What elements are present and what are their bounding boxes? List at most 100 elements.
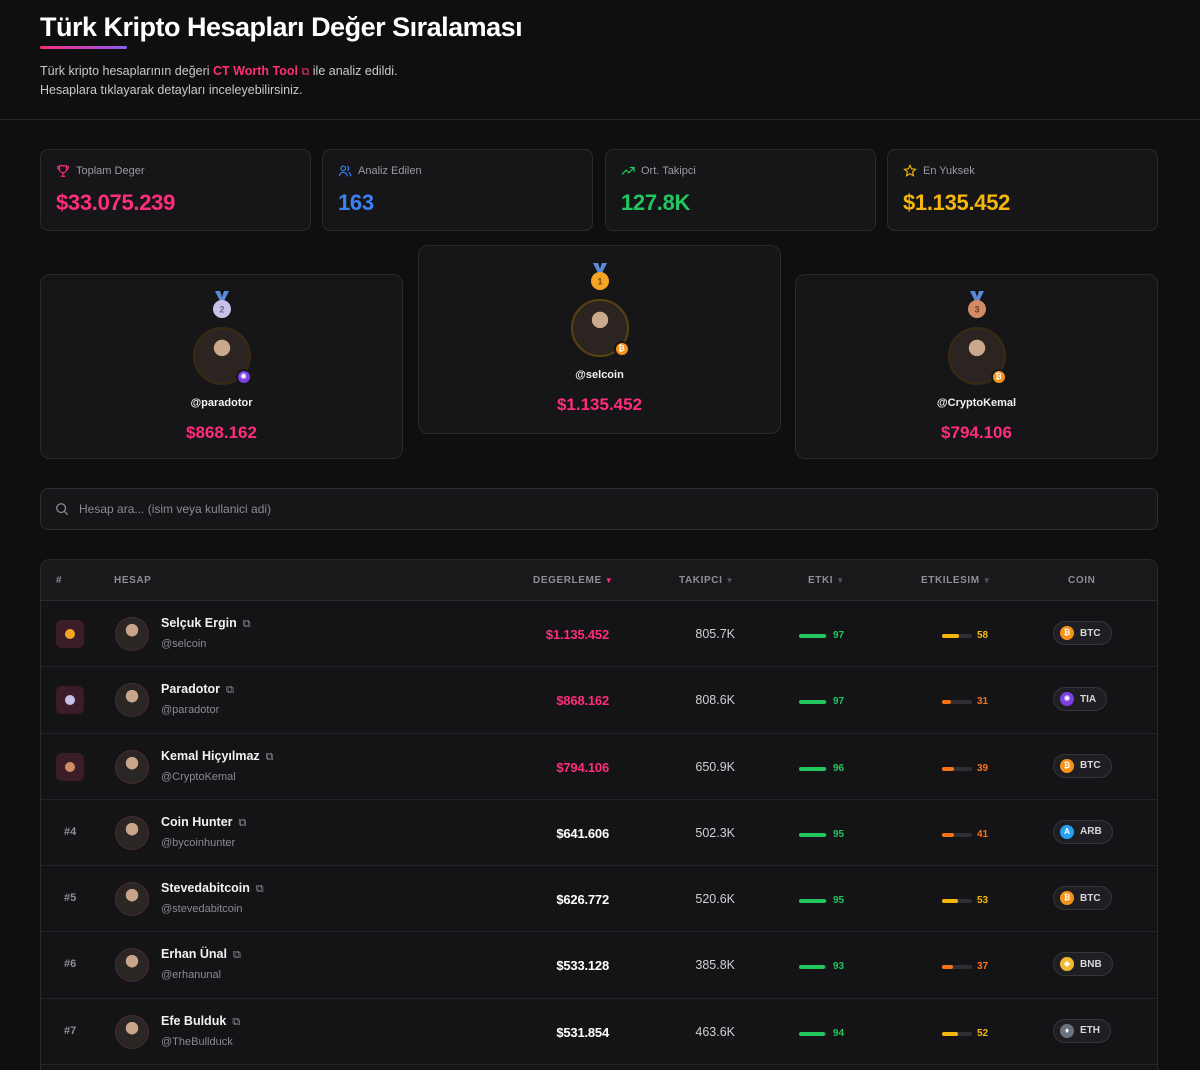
coin-label: TIA [1080,693,1097,705]
table-row[interactable]: 1 Selçuk Ergin ⧉ @selcoin $1.135.452 805.7K 97… [41,601,1157,668]
page-subtitle: Türk kripto hesaplarının değeri CT Worth… [40,62,398,99]
sort-icon: ▼ [982,576,992,585]
follower-count: 385.8K [695,958,735,973]
ct-worth-tool-link[interactable]: CT Worth Tool [213,64,298,78]
account-name[interactable]: Coin Hunter ⧉ [161,815,246,830]
rank-number: #6 [64,958,77,971]
coin-badge[interactable]: A ARB [1053,819,1113,844]
account-name[interactable]: Paradotor ⧉ [161,682,234,697]
external-link-icon[interactable]: ⧉ [242,618,251,630]
engagement-score: 37 [977,961,989,973]
trending-up-icon [621,166,635,175]
external-link-icon[interactable]: ⧉ [232,1015,241,1028]
avatar: ✺ [192,327,252,385]
medal-icon: 1 [65,629,75,639]
column-value[interactable]: DEGERLEME ▼ [533,575,613,586]
stat-label: Toplam Deger [76,165,145,177]
bronze-medal-icon: 3 [967,291,986,318]
engagement-bar-fill [942,766,954,771]
podium-second[interactable]: 2 ✺ @paradotor $868.162 [40,274,403,459]
silver-medal-icon: 2 [212,291,231,318]
table-row[interactable]: 3 Kemal Hiçyılmaz ⧉ @CryptoKemal $794.106 650… [41,734,1157,800]
subtitle-prefix: Türk kripto hesaplarının değeri [40,64,210,78]
btc-coin-icon: ₿ [613,341,630,357]
account-name-text: Selçuk Ergin [161,616,237,630]
account-name[interactable]: Erhan Ünal ⧉ [161,947,241,962]
impact-bar [799,1031,827,1036]
column-followers-label: TAKIPCI [679,575,723,586]
impact-score: 95 [833,895,845,907]
account-name-text: Efe Bulduk [161,1013,227,1028]
subtitle-line2: Hesaplara tıklayarak detayları inceleyeb… [40,83,303,97]
impact-score: 94 [833,1027,845,1039]
search-bar[interactable] [40,488,1158,530]
engagement-bar [942,634,972,638]
engagement-bar-fill [942,700,952,705]
avatar [115,815,149,850]
title-underline [40,46,127,49]
gold-medal-icon: 1 [590,263,609,290]
table-row[interactable]: 2 Paradotor ⧉ @paradotor $868.162 808.6K 97 31 ✺… [41,667,1157,734]
engagement-bar-fill [942,965,954,970]
account-name[interactable]: Stevedabitcoin ⧉ [161,881,264,896]
rank-number: #7 [64,1024,77,1037]
podium-first[interactable]: 1 ₿ @selcoin $1.135.452 [418,245,781,434]
account-name[interactable]: Efe Bulduk ⧉ [161,1014,240,1029]
coin-badge[interactable]: ₿ BTC [1053,886,1112,911]
engagement-bar [942,700,972,705]
coin-badge[interactable]: ◆ BNB [1053,952,1113,977]
external-link-icon[interactable]: ⧉ [238,816,247,829]
avatar: ₿ [947,327,1007,385]
medal-icon: 2 [65,695,75,706]
account-value: $868.162 [556,693,609,709]
engagement-bar-fill [942,832,955,837]
account-name-text: Erhan Ünal [161,947,227,962]
external-link-icon[interactable]: ⧉ [255,883,264,896]
stat-label: Ort. Takipci [641,165,696,177]
coin-badge[interactable]: ✺ TIA [1053,687,1108,712]
eth-coin-icon: ♦ [1060,1023,1074,1038]
coin-badge[interactable]: ₿ BTC [1053,621,1112,645]
impact-bar [799,899,827,904]
account-value: $531.854 [556,1024,609,1040]
engagement-score: 58 [977,630,989,641]
impact-bar-fill [799,634,827,638]
account-name[interactable]: Kemal Hiçyılmaz ⧉ [161,749,274,764]
stat-card-total-value: Toplam Deger $33.075.239 [40,149,311,231]
avatar: ₿ [570,299,630,357]
external-link-icon[interactable]: ⧉ [226,684,234,697]
table-row[interactable]: #6 Erhan Ünal ⧉ @erhanunal $533.128 385.8K 93 3… [41,932,1157,999]
account-handle: @TheBullduck [161,1035,233,1048]
impact-score: 97 [833,630,845,641]
impact-score: 93 [833,961,845,973]
follower-count: 650.9K [695,759,735,774]
coin-label: ETH [1080,1025,1100,1037]
impact-bar [799,832,827,837]
page-title: Türk Kripto Hesapları Değer Sıralaması [40,12,523,42]
column-engagement[interactable]: ETKILESIM ▼ [921,575,991,586]
table-row[interactable]: #5 Stevedabitcoin ⧉ @stevedabitcoin $626.772… [41,866,1157,933]
table-row[interactable]: #7 Efe Bulduk ⧉ @TheBullduck $531.854 463.6K 9… [41,999,1157,1066]
table-row[interactable]: #4 Coin Hunter ⧉ @bycoinhunter $641.606 502.3… [41,800,1157,867]
account-value: $626.772 [556,892,609,908]
account-name[interactable]: Selçuk Ergin ⧉ [161,616,251,631]
impact-bar-fill [799,1031,826,1036]
search-input[interactable] [79,502,979,516]
engagement-bar [942,1031,972,1036]
external-link-icon[interactable]: ⧉ [233,949,241,962]
coin-label: ARB [1080,826,1102,838]
arb-coin-icon: A [1060,824,1074,839]
external-link-icon[interactable]: ⧉ [265,750,274,763]
impact-score: 96 [833,762,845,774]
column-followers[interactable]: TAKIPCI ▼ [679,575,734,586]
engagement-score: 52 [977,1027,989,1039]
coin-badge[interactable]: ₿ BTC [1053,753,1112,778]
medal-icon: 3 [65,761,75,772]
podium-rank: 2 [219,305,224,315]
column-impact[interactable]: ETKI ▼ [808,575,845,586]
podium-third[interactable]: 3 ₿ @CryptoKemal $794.106 [795,274,1158,459]
account-handle: @selcoin [161,638,207,650]
impact-bar-fill [799,832,826,837]
external-link-icon[interactable]: ⧉ [301,66,310,78]
coin-badge[interactable]: ♦ ETH [1053,1018,1111,1043]
